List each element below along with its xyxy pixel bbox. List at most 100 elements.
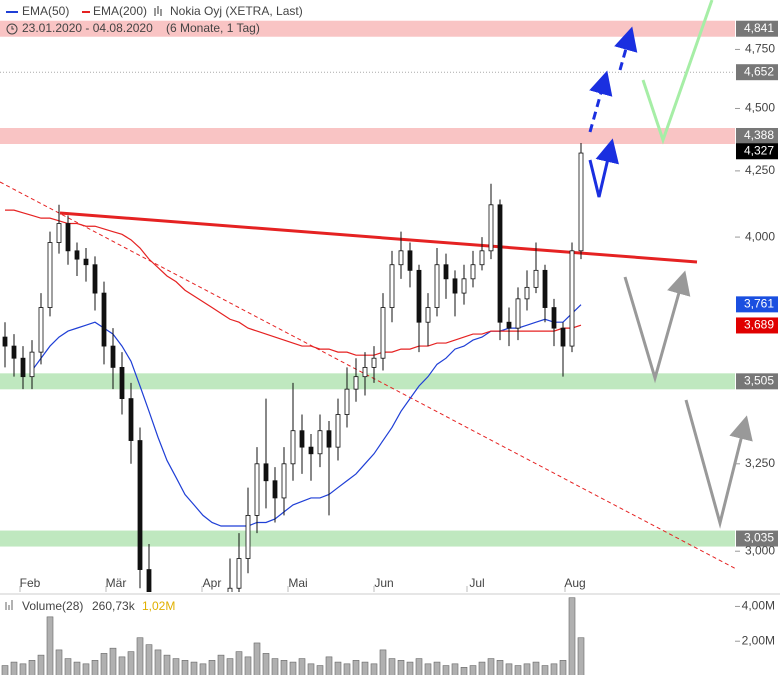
- volume-bar: [145, 644, 153, 675]
- candle-body: [299, 430, 305, 448]
- volume-bar: [199, 663, 207, 675]
- candle-body: [569, 250, 575, 347]
- candle-body: [254, 463, 260, 516]
- candle-body: [110, 345, 116, 368]
- x-tick-label: Mär: [106, 576, 127, 590]
- volume-bar: [1, 665, 9, 675]
- volume-bar: [208, 660, 216, 675]
- candle-body: [92, 264, 98, 294]
- trend-line: [59, 211, 698, 264]
- candle-body: [326, 430, 332, 448]
- candle-body: [20, 357, 26, 378]
- candle-body: [398, 250, 404, 266]
- y-tick-label: 4,000: [745, 229, 775, 243]
- volume-bar: [262, 653, 270, 675]
- volume-bar: [172, 658, 180, 675]
- ema-line: [5, 209, 582, 356]
- volume-bar: [118, 656, 126, 675]
- date-range: 23.01.2020 - 04.08.2020: [22, 21, 153, 35]
- candle-body: [470, 264, 476, 280]
- candle-body: [192, 627, 196, 635]
- candle-body: [533, 269, 539, 288]
- volume-bar: [523, 663, 531, 675]
- volume-bar: [127, 651, 135, 675]
- volume-bar: [361, 661, 369, 675]
- volume-bar: [568, 597, 576, 675]
- candle-body: [362, 367, 368, 378]
- candle-body: [479, 250, 485, 266]
- volume-bar: [55, 649, 63, 675]
- candle-body: [74, 250, 80, 260]
- level-label: 3,761: [744, 297, 774, 311]
- volume-bar: [46, 616, 54, 675]
- x-tick-label: Apr: [203, 576, 222, 590]
- volume-bar: [73, 661, 81, 675]
- legend: EMA(50) EMA(200) Nokia Oyj (XETRA, Last)…: [5, 4, 303, 613]
- volume-bar: [28, 660, 36, 675]
- candle-body: [101, 292, 107, 347]
- level-label-box: [736, 143, 778, 160]
- volume-title: Volume(28): [22, 599, 83, 613]
- volume-bar: [370, 663, 378, 675]
- candle-body: [290, 430, 296, 465]
- y-tick-label: 4,750: [745, 42, 775, 56]
- candle-body: [128, 398, 134, 441]
- volume-bar: [577, 637, 585, 675]
- volume-bar: [190, 661, 198, 675]
- candle-body: [29, 351, 35, 378]
- level-label: 4,327: [744, 143, 774, 157]
- volume-bar: [397, 660, 405, 675]
- candle-body: [551, 307, 557, 329]
- candle-body: [371, 357, 377, 368]
- volume-bar: [487, 658, 495, 675]
- candle-body: [56, 223, 62, 243]
- x-tick-label: Mai: [288, 576, 307, 590]
- volume-bar: [271, 658, 279, 675]
- candle-body: [542, 269, 548, 308]
- level-label-box: [736, 20, 778, 37]
- volume-bar: [244, 656, 252, 675]
- volume-bar: [109, 647, 117, 675]
- volume-bar: [478, 661, 486, 675]
- volume-bar: [559, 660, 567, 675]
- level-label: 4,388: [744, 128, 774, 142]
- x-tick-label: Aug: [564, 576, 585, 590]
- candle-body: [380, 307, 386, 359]
- candle-body: [389, 264, 395, 308]
- x-tick-label: Jun: [374, 576, 393, 590]
- ema-line: [31, 304, 582, 527]
- candle-body: [434, 264, 440, 308]
- level-label-box: [736, 64, 778, 81]
- volume-bar: [433, 661, 441, 675]
- level-label: 3,689: [744, 318, 774, 332]
- level-band: [0, 373, 735, 390]
- volume-value: 260,73k: [92, 599, 136, 613]
- legend-entry: EMA(200): [93, 4, 147, 18]
- volume-bar: [469, 665, 477, 675]
- level-label: 3,035: [744, 531, 774, 545]
- x-tick-label: Feb: [20, 576, 41, 590]
- candle-body: [65, 223, 71, 252]
- candle-body: [488, 204, 494, 252]
- level-band: [0, 127, 735, 144]
- level-label-box: [736, 530, 778, 547]
- volume-bar: [82, 663, 90, 675]
- candle-body: [407, 250, 413, 271]
- volume-bar: [334, 661, 342, 675]
- candle-body: [452, 278, 458, 294]
- candle-body: [353, 376, 359, 390]
- candle-body: [560, 327, 566, 347]
- volume-bar: [163, 654, 171, 675]
- volume-bar: [298, 658, 306, 675]
- volume-bar: [100, 653, 108, 675]
- legend-entry: EMA(50): [22, 4, 69, 18]
- chart-title: Nokia Oyj (XETRA, Last): [170, 4, 303, 18]
- candle-body: [497, 204, 503, 323]
- volume-bar: [352, 660, 360, 675]
- candle-body: [156, 627, 160, 647]
- level-label-box: [736, 296, 778, 313]
- volume-bar: [406, 661, 414, 675]
- candle-body: [416, 269, 422, 323]
- candle-body: [38, 307, 44, 353]
